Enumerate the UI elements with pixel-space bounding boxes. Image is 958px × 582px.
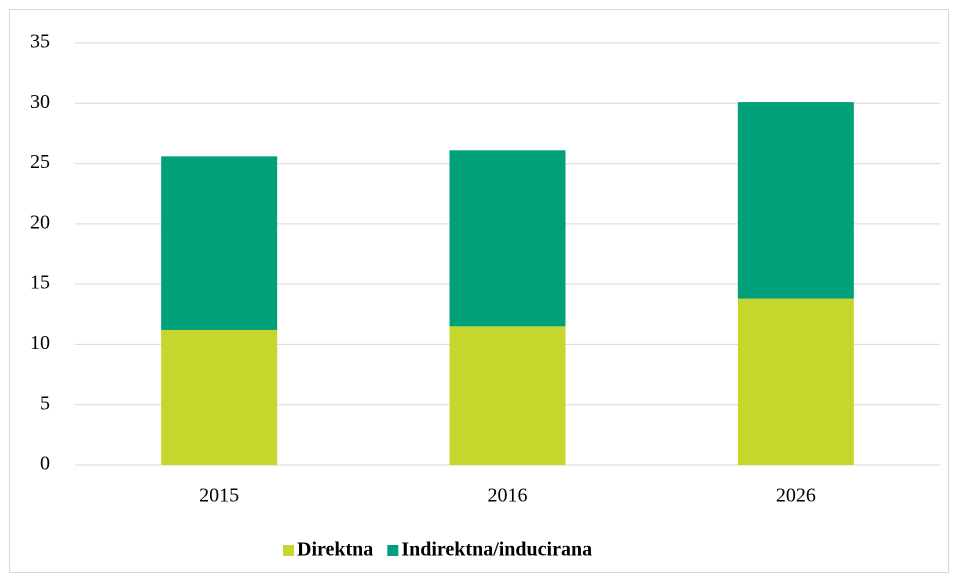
y-tick-label: 35 xyxy=(30,31,50,53)
legend-swatch xyxy=(283,545,294,556)
y-tick-label: 10 xyxy=(30,332,50,354)
x-tick-label: 2015 xyxy=(199,485,239,507)
bar-segment xyxy=(449,150,566,327)
legend-swatch xyxy=(387,545,399,556)
y-tick-label: 5 xyxy=(40,392,50,414)
y-tick-label: 15 xyxy=(30,272,50,294)
bar-segment xyxy=(449,326,566,465)
legend-text: Direktna xyxy=(297,539,373,561)
bar-segment xyxy=(161,329,278,465)
y-tick-label: 20 xyxy=(30,211,50,233)
bar-segment xyxy=(737,298,854,465)
bar-segment xyxy=(737,102,854,299)
y-tick-label: 0 xyxy=(40,453,50,475)
x-tick-label: 2026 xyxy=(776,485,816,507)
bar-segment xyxy=(161,156,278,330)
y-tick-label: 30 xyxy=(30,91,50,113)
y-tick-label: 25 xyxy=(30,151,50,173)
legend-text: Indirektna/inducirana xyxy=(401,539,592,561)
x-tick-label: 2016 xyxy=(488,485,528,507)
